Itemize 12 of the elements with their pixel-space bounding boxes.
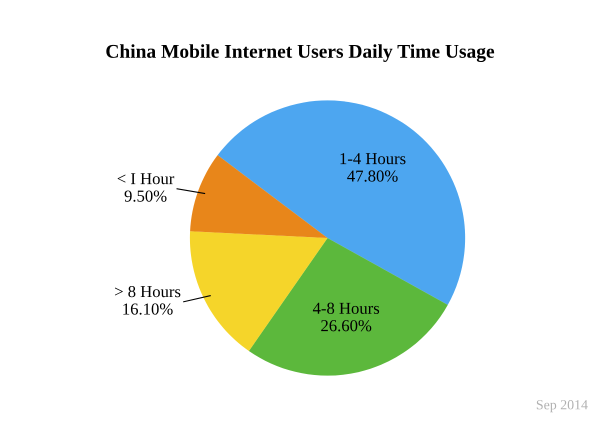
pie-slice xyxy=(248,238,448,376)
slice-label: 4-8 Hours xyxy=(312,302,380,314)
text: Sep 2014 xyxy=(536,400,588,412)
data-label: 9.50% xyxy=(124,190,167,202)
data-label: 26.60% xyxy=(321,320,372,332)
slice-label: < I Hour xyxy=(118,173,174,184)
chart-title: China Mobile Internet Users Daily Time Usage xyxy=(106,44,494,62)
data-label: 16.10% xyxy=(123,303,173,315)
slice-label: > 8 Hours xyxy=(114,286,180,298)
pie-slice xyxy=(190,155,328,238)
slice-label: 1-4 Hours xyxy=(340,153,406,164)
data-label: 47.80% xyxy=(347,170,398,182)
